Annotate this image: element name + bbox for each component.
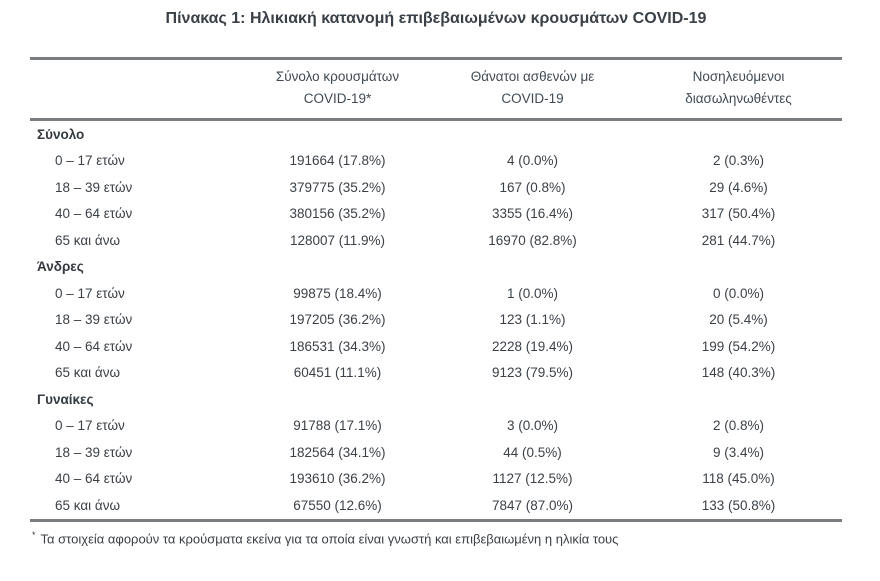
cell-cases: 380156 (35.2%) [289, 206, 386, 222]
cell-cases: 186531 (34.3%) [289, 338, 386, 354]
table-row: 65 και άνω 60451 (11.1%) 9123 (79.5%) 14… [30, 360, 842, 387]
table-row: 0 – 17 ετών 99875 (18.4%) 1 (0.0%) 0 (0.… [30, 280, 842, 307]
cell-deaths: 2228 (19.4%) [491, 338, 574, 354]
table-row: 18 – 39 ετών 379775 (35.2%) 167 (0.8%) 2… [30, 174, 842, 201]
cell-cases: 128007 (11.9%) [289, 232, 386, 248]
header-row: Σύνολο κρουσμάτων COVID-19* Θάνατοι ασθε… [30, 58, 842, 121]
cell-cases: 379775 (35.2%) [289, 179, 386, 195]
table-row: 65 και άνω 67550 (12.6%) 7847 (87.0%) 13… [30, 492, 842, 520]
age-label: 18 – 39 ετών [55, 179, 133, 195]
cell-cases: 197205 (36.2%) [289, 312, 386, 328]
table-row: 40 – 64 ετών 186531 (34.3%) 2228 (19.4%)… [30, 333, 842, 360]
age-label: 65 και άνω [55, 232, 121, 248]
cell-cases: 99875 (18.4%) [293, 285, 382, 301]
col-header-empty [30, 58, 245, 121]
col-header-total-cases-line2: COVID-19* [303, 91, 372, 106]
col-header-deaths-line2: COVID-19 [501, 91, 564, 106]
cell-cases: 191664 (17.8%) [289, 153, 386, 169]
cell-intubated: 29 (4.6%) [709, 179, 768, 195]
section-label: Γυναίκες [37, 391, 94, 407]
col-header-intubated-line2: διασωληνωθέντες [685, 91, 792, 106]
table-row: 0 – 17 ετών 91788 (17.1%) 3 (0.0%) 2 (0.… [30, 413, 842, 440]
col-header-total-cases-line1: Σύνολο κρουσμάτων [275, 69, 400, 84]
cell-intubated: 118 (45.0%) [702, 471, 775, 487]
cell-intubated: 9 (3.4%) [712, 444, 765, 460]
cell-intubated: 20 (5.4%) [709, 312, 768, 328]
footnote: * Τα στοιχεία αφορούν τα κρούσματα εκείνα… [32, 527, 880, 547]
report-page: Πίνακας 1: Ηλικιακή κατανομή επιβεβαιωμέ… [0, 9, 880, 581]
cell-intubated: 2 (0.8%) [712, 418, 765, 434]
age-label: 40 – 64 ετών [55, 338, 133, 354]
age-label: 65 και άνω [55, 497, 121, 513]
age-label: 65 και άνω [55, 365, 121, 381]
cell-cases: 60451 (11.1%) [293, 365, 382, 381]
table-row: 18 – 39 ετών 197205 (36.2%) 123 (1.1%) 2… [30, 307, 842, 334]
table-row: 0 – 17 ετών 191664 (17.8%) 4 (0.0%) 2 (0… [30, 148, 842, 175]
cell-intubated: 317 (50.4%) [701, 206, 776, 222]
cell-deaths: 4 (0.0%) [506, 153, 559, 169]
age-label: 0 – 17 ετών [55, 418, 125, 434]
col-header-intubated-line1: Νοσηλευόμενοι [692, 69, 785, 84]
cell-deaths: 1127 (12.5%) [492, 471, 573, 487]
age-label: 40 – 64 ετών [55, 206, 133, 222]
age-label: 0 – 17 ετών [55, 153, 125, 169]
cell-intubated: 0 (0.0%) [712, 285, 765, 301]
footnote-marker: * [32, 529, 36, 540]
cell-deaths: 9123 (79.5%) [491, 365, 574, 381]
cell-deaths: 167 (0.8%) [499, 179, 566, 195]
table-row: 40 – 64 ετών 380156 (35.2%) 3355 (16.4%)… [30, 201, 842, 228]
table-row: 65 και άνω 128007 (11.9%) 16970 (82.8%) … [30, 227, 842, 254]
section-row-women: Γυναίκες [30, 386, 842, 413]
cell-intubated: 148 (40.3%) [701, 365, 776, 381]
cell-deaths: 1 (0.0%) [506, 285, 559, 301]
cell-intubated: 281 (44.7%) [701, 232, 776, 248]
section-row-total: Σύνολο [30, 120, 842, 148]
cell-cases: 67550 (12.6%) [293, 497, 382, 513]
cell-intubated: 133 (50.8%) [701, 497, 776, 513]
section-label: Σύνολο [37, 126, 85, 142]
cell-cases: 193610 (36.2%) [289, 471, 386, 487]
table-row: 40 – 64 ετών 193610 (36.2%) 1127 (12.5%)… [30, 466, 842, 493]
section-row-men: Άνδρες [30, 254, 842, 281]
cell-deaths: 16970 (82.8%) [488, 232, 577, 248]
footnote-text: Τα στοιχεία αφορούν τα κρούσματα εκείνα … [40, 530, 619, 546]
cell-deaths: 44 (0.5%) [503, 444, 562, 460]
table-title: Πίνακας 1: Ηλικιακή κατανομή επιβεβαιωμέ… [165, 10, 707, 27]
cell-intubated: 2 (0.3%) [712, 153, 765, 169]
age-label: 0 – 17 ετών [55, 285, 125, 301]
cell-deaths: 3355 (16.4%) [491, 206, 574, 222]
col-header-total-cases: Σύνολο κρουσμάτων COVID-19* [245, 58, 430, 121]
cell-deaths: 7847 (87.0%) [491, 497, 574, 513]
cell-deaths: 123 (1.1%) [499, 312, 566, 328]
section-label: Άνδρες [37, 259, 84, 275]
table-row: 18 – 39 ετών 182564 (34.1%) 44 (0.5%) 9 … [30, 439, 842, 466]
cell-cases: 91788 (17.1%) [293, 418, 382, 434]
col-header-intubated: Νοσηλευόμενοι διασωληνωθέντες [635, 58, 842, 121]
col-header-deaths: Θάνατοι ασθενών με COVID-19 [430, 58, 635, 121]
age-label: 18 – 39 ετών [55, 444, 133, 460]
age-label: 40 – 64 ετών [55, 471, 133, 487]
cell-deaths: 3 (0.0%) [506, 418, 559, 434]
covid-age-distribution-table: Σύνολο κρουσμάτων COVID-19* Θάνατοι ασθε… [30, 57, 842, 522]
col-header-deaths-line1: Θάνατοι ασθενών με [470, 69, 595, 84]
cell-cases: 182564 (34.1%) [289, 444, 386, 460]
cell-intubated: 199 (54.2%) [701, 338, 776, 354]
age-label: 18 – 39 ετών [55, 312, 133, 328]
